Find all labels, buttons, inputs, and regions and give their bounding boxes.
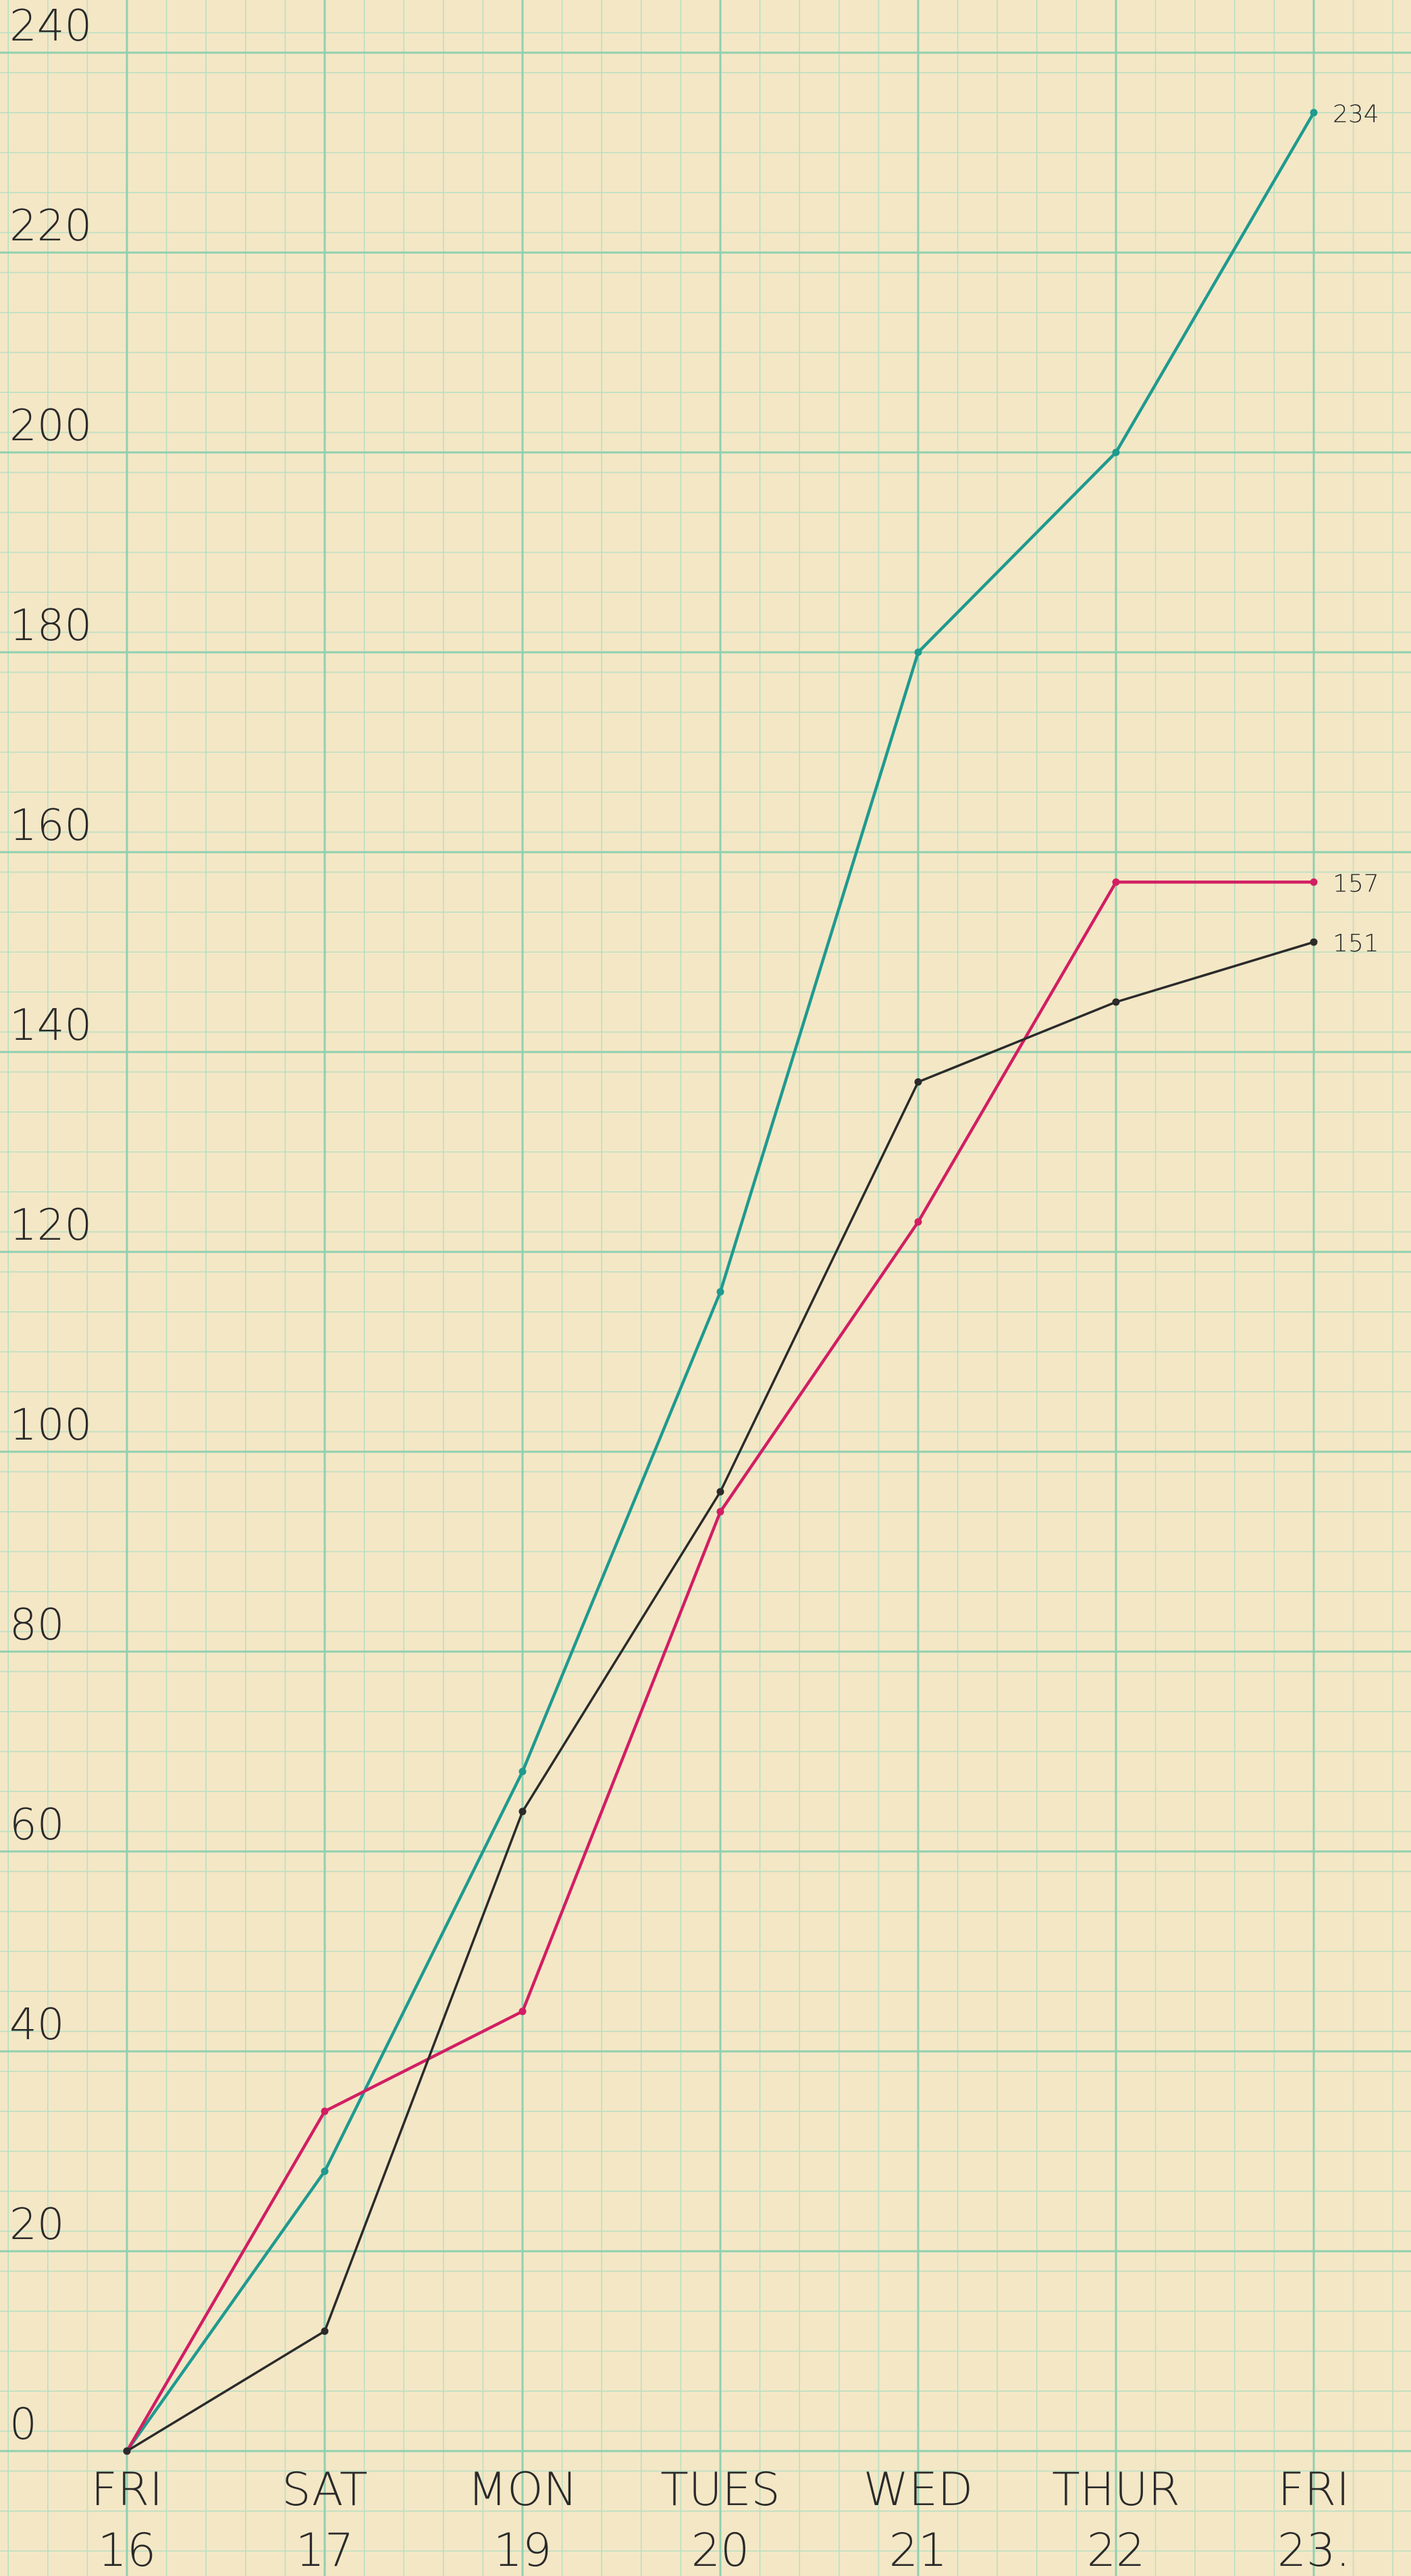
y-tick-label: 0 — [9, 2400, 37, 2450]
x-tick-label-date: 21 — [889, 2524, 948, 2576]
y-tick-label: 40 — [9, 2000, 64, 2050]
series-3-point — [914, 1078, 922, 1086]
x-tick-label-date: 16 — [98, 2524, 157, 2576]
x-tick-label-date: 22 — [1087, 2524, 1146, 2576]
series-end-label-2: 157 — [1333, 870, 1379, 897]
series-3-point — [716, 1488, 724, 1496]
series-1-point — [321, 2167, 329, 2176]
x-tick-label-date: 19 — [494, 2524, 552, 2576]
x-tick-label-day: MON — [467, 2463, 577, 2517]
series-2-point — [518, 2007, 527, 2016]
series-1-point — [518, 1768, 527, 1776]
y-tick-label: 100 — [9, 1400, 92, 1450]
series-1-point — [1310, 109, 1318, 117]
series-2-point — [914, 1218, 922, 1226]
x-tick-label-day: FRI — [1278, 2463, 1350, 2517]
series-2-point — [1112, 878, 1120, 886]
x-tick-label-date: 20 — [691, 2524, 750, 2576]
y-tick-label: 80 — [9, 1600, 64, 1650]
x-tick-label-day: TUES — [660, 2463, 780, 2517]
series-2-point — [1310, 878, 1318, 886]
y-tick-label: 160 — [9, 801, 92, 851]
x-tick-label-day: THUR — [1052, 2463, 1180, 2517]
x-axis-tick-labels: FRI 16 SAT 17 MON 19 TUES 20 WED 21 THUR 22 FRI 23. — [91, 2463, 1350, 2576]
y-tick-label: 200 — [9, 401, 92, 451]
series-1-point — [914, 648, 922, 656]
series-2-point — [716, 1508, 724, 1516]
x-tick-label-date: 17 — [296, 2524, 354, 2576]
x-tick-label-date: 23. — [1277, 2524, 1350, 2576]
y-tick-label: 20 — [9, 2200, 64, 2250]
series-1-point — [1112, 448, 1120, 456]
series-end-label-1: 234 — [1333, 101, 1379, 128]
series-3-point — [518, 1808, 527, 1816]
series-3-point — [123, 2447, 131, 2455]
x-tick-label-day: WED — [863, 2463, 974, 2517]
y-axis-tick-labels: 0 20 40 60 80 100 120 140 160 180 200 220 240 — [9, 1, 92, 2450]
series-end-labels: 234 157 151 — [1333, 101, 1379, 957]
series-3-point — [1112, 998, 1120, 1006]
x-tick-label-day: FRI — [91, 2463, 163, 2517]
x-tick-label-day: SAT — [282, 2463, 367, 2517]
series-1-point — [716, 1288, 724, 1296]
series-end-label-3: 151 — [1333, 930, 1379, 957]
y-tick-label: 120 — [9, 1201, 92, 1251]
y-tick-label: 220 — [9, 201, 92, 251]
y-tick-label: 240 — [9, 1, 92, 51]
series-lines — [123, 109, 1318, 2455]
series-3-point — [321, 2327, 329, 2335]
y-tick-label: 180 — [9, 601, 92, 651]
y-tick-label: 60 — [9, 1800, 64, 1850]
series-2-point — [321, 2107, 329, 2115]
series-3-point — [1310, 938, 1318, 946]
y-tick-label: 140 — [9, 1001, 92, 1051]
